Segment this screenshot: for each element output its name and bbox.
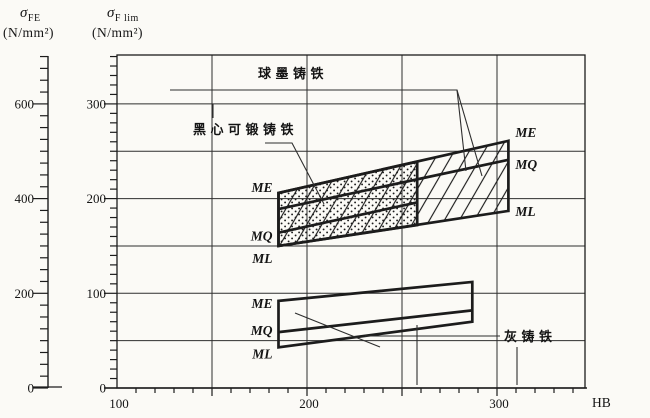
sigma-FE-tick-label-0: 0: [28, 381, 35, 396]
x-axis-unit-label-HB: HB: [592, 395, 611, 410]
band-grey-MQ-line: [278, 309, 473, 334]
sigma-FE-tick-label-200: 200: [15, 286, 35, 301]
band-nodular-line-label-ME: ME: [514, 125, 536, 140]
x-tick-label-300: 300: [489, 396, 509, 411]
leader-line-grey-label-0: [294, 312, 381, 348]
malleable-label: 黑心可锻铸铁: [193, 122, 298, 137]
sigma-Flim-tick-label-0: 0: [100, 381, 107, 396]
band-grey-line-label-MQ: MQ: [250, 323, 273, 338]
band-malleable-line-label-ME: ME: [250, 180, 272, 195]
band-nodular-line-label-MQ: MQ: [514, 157, 537, 172]
sigma-FE-subscript: FE: [27, 13, 41, 24]
sigma-Flim-symbol: σ: [107, 5, 115, 21]
band-grey-line-label-ME: ME: [250, 296, 272, 311]
sigma-Flim-subscript: F lim: [114, 13, 139, 24]
band-nodular-line-label-ML: ML: [514, 204, 535, 219]
band-nodular: [277, 139, 510, 248]
sigma-Flim-tick-label-100: 100: [87, 286, 107, 301]
y1-axis-unit: (N/mm²): [3, 25, 55, 40]
y2-axis-unit: (N/mm²): [92, 25, 144, 40]
sigma-FE-tick-label-600: 600: [15, 96, 35, 111]
nodular-label: 球墨铸铁: [258, 66, 328, 81]
sigma-FE-tick-label-400: 400: [15, 191, 35, 206]
band-malleable-line-label-MQ: MQ: [250, 229, 273, 244]
x-tick-label-100: 100: [109, 396, 129, 411]
leader-line-nodular-label-1: [456, 89, 483, 177]
x-tick-label-200: 200: [299, 396, 319, 411]
y2-axis-title: σF lim: [107, 6, 139, 24]
sigma-FE-symbol: σ: [20, 5, 28, 21]
grey-label: 灰铸铁: [504, 329, 557, 344]
leader-line-malleable-label-1: [265, 142, 325, 205]
sigma-Flim-tick-label-300: 300: [87, 96, 107, 111]
band-nodular-MQ-line: [278, 158, 509, 211]
sigma-Flim-tick-label-200: 200: [87, 191, 107, 206]
band-malleable-line-label-ML: ML: [251, 251, 272, 266]
y1-axis-title: σFE: [20, 6, 41, 24]
band-grey-line-label-ML: ML: [251, 346, 272, 361]
